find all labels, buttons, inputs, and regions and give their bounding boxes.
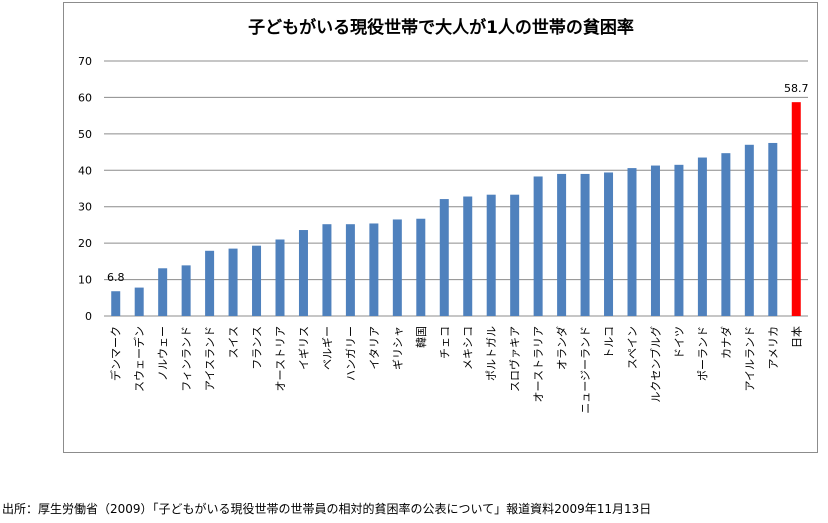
x-category-label: イギリス: [297, 326, 310, 370]
x-category-label: ニュージーランド: [579, 326, 592, 414]
x-category-label: アメリカ: [767, 326, 780, 369]
x-category-label: イタリア: [368, 326, 381, 370]
y-tick-label: 0: [85, 310, 92, 323]
bar-19: [557, 173, 567, 316]
bar-5: [228, 248, 238, 316]
bar-7: [275, 239, 285, 316]
chart-frame: 子どもがいる現役世帯で大人が1人の世帯の貧困率 0 10 20 30 40 50 60 70 …: [63, 2, 818, 453]
bar-16: [486, 194, 496, 316]
bar-15: [463, 196, 473, 316]
y-tick-label: 20: [78, 237, 92, 250]
x-category-label: スペイン: [626, 326, 639, 369]
bar-25: [697, 157, 707, 316]
bar-3: [181, 265, 191, 316]
x-category-label: カナダ: [719, 326, 733, 359]
bar-10: [345, 224, 355, 316]
bar-4: [205, 250, 215, 316]
gridlines: [104, 60, 808, 317]
bars: [111, 102, 801, 317]
bar-28: [768, 142, 778, 316]
x-category-label: フランス: [251, 326, 264, 370]
x-category-label: オーストラリア: [532, 326, 545, 402]
bar-17: [510, 194, 520, 316]
bar-18: [533, 176, 543, 316]
y-tick-label: 10: [78, 274, 92, 287]
x-category-label: スイス: [227, 326, 240, 359]
bar-14: [439, 199, 449, 316]
x-category-label: アイルランド: [743, 326, 756, 391]
x-category-label: ドイツ: [673, 326, 686, 359]
x-category-label: ルクセンブルグ: [648, 326, 662, 403]
x-category-label: デンマーク: [109, 326, 123, 381]
bar-12: [392, 219, 402, 316]
x-category-label: スロヴァキア: [508, 326, 522, 392]
x-category-label: トルコ: [603, 326, 616, 359]
x-category-label: 日本: [789, 326, 803, 348]
bar-1: [134, 287, 144, 316]
source-note: 出所：厚生労働省（2009）「子どもがいる現役世帯の世帯員の相対的貧困率の公表に…: [2, 502, 652, 516]
x-category-label: ベルギー: [321, 326, 334, 370]
x-category-label: ポルトガル: [485, 326, 498, 381]
x-category-label: オーストリア: [274, 326, 287, 391]
data-label: 6.8: [107, 271, 125, 284]
x-category-label: ギリシャ: [391, 326, 404, 370]
bar-0: [111, 291, 121, 316]
x-category-label: ポーランド: [696, 326, 709, 381]
bar-22: [627, 168, 637, 316]
x-axis-categories: デンマーク スウェーデン ノルウェー フィンランド アイスランド スイス フランス オーストリ…: [109, 326, 804, 414]
bar-8: [298, 230, 308, 316]
bar-23: [650, 165, 660, 316]
x-category-label: ノルウェー: [157, 326, 170, 381]
bar-20: [580, 173, 590, 316]
y-axis-ticks: 0 10 20 30 40 50 60 70: [78, 55, 92, 323]
y-tick-label: 40: [78, 164, 92, 177]
bar-29: [791, 102, 801, 317]
chart-title: 子どもがいる現役世帯で大人が1人の世帯の貧困率: [248, 17, 634, 38]
y-tick-label: 70: [78, 55, 92, 68]
bar-26: [721, 153, 731, 316]
y-tick-label: 50: [78, 128, 92, 141]
x-category-label: メキシコ: [462, 326, 475, 370]
x-category-label: アイスランド: [204, 326, 217, 391]
data-label: 58.7: [784, 82, 809, 95]
y-tick-label: 60: [78, 91, 92, 104]
x-category-label: ハンガリー: [344, 326, 357, 381]
x-category-label: フィンランド: [180, 326, 193, 392]
chart: 子どもがいる現役世帯で大人が1人の世帯の貧困率 010203040506070 …: [78, 17, 809, 414]
bar-9: [322, 224, 332, 316]
x-category-label: 韓国: [415, 326, 428, 348]
x-category-label: オランダ: [555, 326, 569, 370]
y-tick-label: 30: [78, 201, 92, 214]
bar-2: [158, 268, 168, 316]
bar-6: [252, 245, 262, 316]
bar-11: [369, 223, 379, 316]
bar-27: [744, 144, 754, 316]
data-labels: 6.8 58.7: [107, 82, 809, 284]
bar-13: [416, 218, 426, 316]
x-category-label: チェコ: [438, 326, 451, 359]
x-category-label: スウェーデン: [132, 326, 146, 392]
bar-21: [604, 172, 614, 316]
bar-24: [674, 164, 684, 316]
